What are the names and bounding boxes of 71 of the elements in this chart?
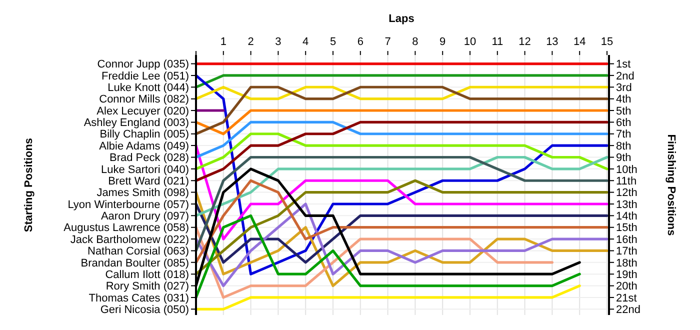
y2-tick-label: 1st [616,58,631,71]
category-label: Luke Knott (044) [108,82,189,94]
line-series [194,132,608,170]
y2-tick-label: 3rd [616,82,632,94]
y2-tick-label: 12th [616,187,638,200]
line-series [194,156,608,217]
y2-tick-label: 2nd [616,70,634,82]
category-label: Brad Peck (028) [110,152,189,164]
category-label: Aaron Drury (097) [100,210,189,223]
x-tick-label: 14 [573,36,586,48]
category-label: James Smith (098) [96,187,189,200]
y2-tick-label: 21st [616,292,637,304]
category-label: Geri Nicosia (050) [100,304,189,316]
y2-tick-label: 13th [616,198,638,211]
y2-tick-label: 8th [616,140,632,152]
category-label: Brandan Boulter (085) [80,257,189,270]
category-label: Callum Ilott (018) [105,268,189,281]
category-label: Rory Smith (027) [106,280,189,293]
y2-tick-label: 20th [616,280,638,293]
y2-tick-label: 19th [616,268,638,281]
line-series [194,144,608,240]
y2-tick-label: 14th [616,210,638,223]
y2-tick-label: 16th [616,234,638,246]
y2-tick-label: 6th [616,117,632,130]
x-axis-title: Laps [388,13,414,25]
x-tick-label: 15 [600,36,614,48]
y2-tick-label: 15th [616,222,638,234]
x-tick-label: 7 [384,36,391,48]
category-label: Ashley England (003) [84,117,189,130]
category-label: Freddie Lee (051) [102,70,189,82]
category-label: Billy Chaplin (005) [100,128,189,141]
x-tick-label: 2 [248,36,254,48]
category-label: Thomas Cates (031) [88,292,189,304]
y2-tick-label: 11th [616,175,637,188]
x-tick-label: 10 [464,36,476,48]
y2-tick-label: 4th [616,94,632,106]
line-series [194,120,608,159]
x-tick-label: 4 [302,36,309,48]
x-tick-label: 9 [440,36,446,48]
x-tick-label: 6 [357,36,364,48]
line-series [194,156,608,252]
y2-tick-label: 5th [616,105,632,118]
line-series [194,202,608,264]
y2-tick-label: 22nd [616,304,640,316]
category-label: Albie Adams (049) [99,140,189,152]
x-tick-label: 11 [492,36,504,48]
x-tick-label: 5 [330,36,336,48]
line-series [194,120,608,182]
x-tick-label: 12 [518,36,531,48]
y2-tick-label: 10th [616,164,638,176]
x-tick-label: 8 [412,36,418,48]
category-label: Augustus Lawrence (058) [64,222,189,234]
text: Starting Positions [23,138,35,232]
y2-axis-title: Finishing Positions [665,134,677,236]
category-label: Alex Lecuyer (020) [96,105,189,118]
line-series [194,86,608,136]
line-series [194,214,581,299]
category-label: Brett Ward (021) [108,175,189,188]
x-tick-label: 13 [546,36,558,48]
y2-tick-label: 18th [616,257,638,270]
category-label: Lyon Winterbourne (057) [68,198,189,211]
y2-tick-label: 17th [616,246,638,258]
y2-tick-label: 7th [616,128,632,141]
x-tick-label: 1 [220,36,226,48]
category-label: Luke Sartori (040) [100,164,189,176]
category-label: Connor Jupp (035) [97,58,189,71]
y2-tick-label: 9th [616,152,632,164]
category-label: Jack Bartholomew (022) [70,234,189,246]
category-label: Connor Mills (082) [99,94,189,106]
category-label: Nathan Corsial (063) [88,246,189,258]
x-tick-label: 3 [275,36,282,48]
